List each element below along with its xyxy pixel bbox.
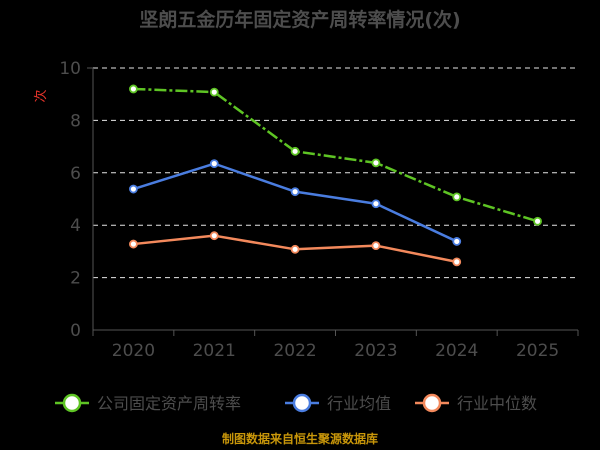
legend: 公司固定资产周转率 行业均值 行业中位数 (55, 393, 537, 413)
y-tick-label: 6 (70, 164, 81, 184)
x-tick-label: 2021 (193, 341, 236, 361)
x-tick-label: 2022 (273, 341, 316, 361)
data-point (129, 84, 138, 94)
legend-label: 行业均值 (327, 394, 391, 413)
source-note: 制图数据来自恒生聚源数据库 (222, 431, 378, 446)
data-point (371, 241, 381, 251)
y-tick-label: 2 (70, 269, 81, 289)
series-0 (129, 84, 542, 226)
legend-item: 公司固定资产周转率 (55, 393, 241, 413)
legend-item: 行业均值 (285, 393, 391, 413)
legend-marker (422, 393, 442, 413)
data-point (209, 159, 219, 169)
legend-label: 行业中位数 (457, 394, 537, 413)
data-point (129, 184, 138, 194)
axes (87, 67, 579, 336)
series-layer (129, 84, 542, 267)
data-point (452, 192, 462, 202)
x-tick-label: 2025 (516, 341, 559, 361)
data-point (371, 199, 381, 209)
gridlines (93, 67, 578, 279)
series-1 (129, 159, 462, 246)
data-point (290, 146, 300, 156)
legend-marker (292, 393, 312, 413)
x-tick-label: 2020 (112, 341, 155, 361)
chart-title: 坚朗五金历年固定资产周转率情况(次) (139, 8, 460, 31)
data-point (209, 87, 219, 97)
series-2 (129, 231, 462, 267)
data-point (129, 239, 138, 249)
y-axis-label: 次 (33, 89, 49, 102)
legend-item: 行业中位数 (415, 393, 537, 413)
y-tick-label: 4 (70, 216, 81, 236)
x-tick-label: 2024 (435, 341, 478, 361)
data-point (290, 244, 300, 254)
data-point (452, 237, 462, 246)
y-tick-label: 8 (70, 111, 81, 131)
data-point (533, 216, 542, 226)
legend-marker (62, 393, 82, 413)
y-tick-label: 0 (70, 321, 81, 341)
data-point (209, 231, 219, 241)
series-line (133, 87, 538, 223)
x-tick-labels: 2020 2021 2022 2023 2024 2025 (112, 341, 559, 361)
y-tick-label: 10 (59, 59, 81, 79)
data-point (371, 158, 381, 168)
y-tick-labels: 0 2 4 6 8 10 (59, 59, 81, 341)
data-point (290, 187, 300, 197)
legend-label: 公司固定资产周转率 (97, 394, 241, 413)
data-point (452, 257, 462, 267)
x-tick-label: 2023 (354, 341, 397, 361)
